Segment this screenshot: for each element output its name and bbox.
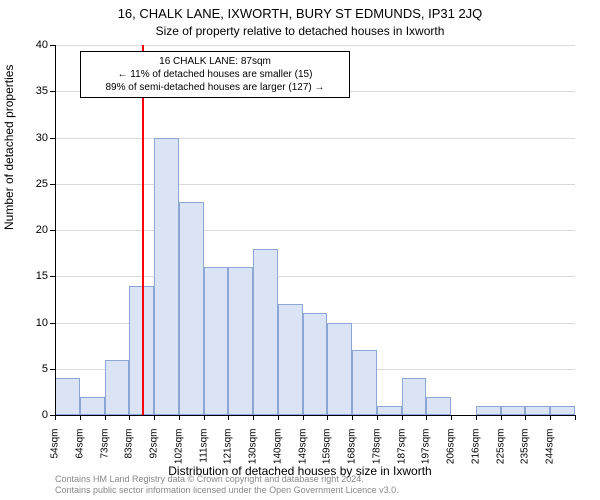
histogram-bar xyxy=(253,249,278,416)
plot-area: 051015202530354054sqm64sqm73sqm83sqm92sq… xyxy=(55,45,575,415)
xtick-mark xyxy=(575,415,576,420)
gridline xyxy=(55,138,575,139)
gridline xyxy=(55,230,575,231)
marker-line xyxy=(142,45,144,415)
ytick-label: 20 xyxy=(20,224,48,236)
ytick-label: 15 xyxy=(20,270,48,282)
footnote-line-2: Contains public sector information licen… xyxy=(55,485,399,496)
ytick-label: 0 xyxy=(20,409,48,421)
histogram-bar xyxy=(303,313,328,415)
x-axis-line xyxy=(55,415,575,416)
histogram-bar xyxy=(80,397,105,416)
chart-title-main: 16, CHALK LANE, IXWORTH, BURY ST EDMUNDS… xyxy=(0,6,600,21)
histogram-bar xyxy=(55,378,80,415)
histogram-bar xyxy=(204,267,229,415)
ytick-label: 35 xyxy=(20,85,48,97)
ytick-label: 40 xyxy=(20,39,48,51)
ytick-label: 25 xyxy=(20,178,48,190)
y-axis-label: Number of detached properties xyxy=(2,65,16,230)
chart-title-sub: Size of property relative to detached ho… xyxy=(0,24,600,38)
callout-line-2: ← 11% of detached houses are smaller (15… xyxy=(87,68,343,81)
footnote-line-1: Contains HM Land Registry data © Crown c… xyxy=(55,474,399,485)
histogram-bar xyxy=(154,138,179,416)
histogram-bar xyxy=(228,267,253,415)
histogram-bar xyxy=(105,360,130,416)
callout-line-3: 89% of semi-detached houses are larger (… xyxy=(87,81,343,94)
ytick-label: 5 xyxy=(20,363,48,375)
callout-box: 16 CHALK LANE: 87sqm← 11% of detached ho… xyxy=(80,51,350,98)
ytick-label: 30 xyxy=(20,132,48,144)
gridline xyxy=(55,45,575,46)
histogram-bar xyxy=(327,323,352,416)
histogram-bar xyxy=(525,406,550,415)
histogram-bar xyxy=(501,406,526,415)
histogram-bar xyxy=(402,378,427,415)
histogram-bar xyxy=(550,406,575,415)
histogram-bar xyxy=(426,397,451,416)
gridline xyxy=(55,184,575,185)
gridline xyxy=(55,276,575,277)
histogram-bar xyxy=(352,350,377,415)
histogram-bar xyxy=(179,202,204,415)
ytick-label: 10 xyxy=(20,317,48,329)
y-axis-line xyxy=(55,45,56,415)
histogram-bar xyxy=(278,304,303,415)
histogram-bar xyxy=(377,406,402,415)
callout-line-1: 16 CHALK LANE: 87sqm xyxy=(87,55,343,68)
histogram-bar xyxy=(476,406,501,415)
footnote: Contains HM Land Registry data © Crown c… xyxy=(55,474,399,496)
